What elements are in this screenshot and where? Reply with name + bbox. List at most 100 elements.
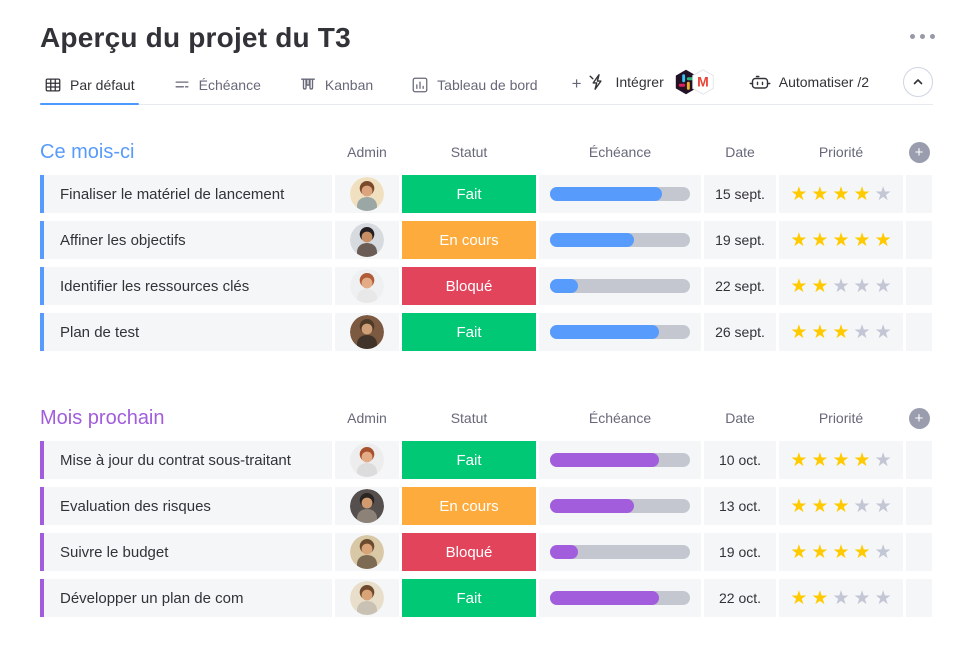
group-title[interactable]: Ce mois-ci xyxy=(40,140,135,163)
due-cell[interactable] xyxy=(539,267,701,305)
star-icon[interactable]: ★ xyxy=(832,541,850,563)
column-header-status[interactable]: Statut xyxy=(450,144,488,160)
star-icon[interactable]: ★ xyxy=(790,495,808,517)
admin-cell[interactable] xyxy=(335,441,399,479)
priority-cell[interactable]: ★ ★ ★ ★ ★ xyxy=(779,221,903,259)
admin-cell[interactable] xyxy=(335,313,399,351)
date-cell[interactable]: 19 sept. xyxy=(704,221,776,259)
star-icon[interactable]: ★ xyxy=(874,275,892,297)
group-title[interactable]: Mois prochain xyxy=(40,406,165,429)
integrate-button[interactable]: Intégrer M xyxy=(587,69,714,95)
task-name-cell[interactable]: Identifier les ressources clés xyxy=(40,267,332,305)
task-name-cell[interactable]: Finaliser le matériel de lancement xyxy=(40,175,332,213)
star-icon[interactable]: ★ xyxy=(811,275,829,297)
empty-cell[interactable] xyxy=(906,175,932,213)
tab-kanban[interactable]: Kanban xyxy=(295,76,377,104)
column-header-date[interactable]: Date xyxy=(725,410,755,426)
empty-cell[interactable] xyxy=(906,267,932,305)
column-header-admin[interactable]: Admin xyxy=(347,144,387,160)
add-column-button plus-icon[interactable]: + xyxy=(908,407,930,429)
due-cell[interactable] xyxy=(539,441,701,479)
admin-cell[interactable] xyxy=(335,267,399,305)
due-cell[interactable] xyxy=(539,533,701,571)
star-icon[interactable]: ★ xyxy=(853,541,871,563)
star-icon[interactable]: ★ xyxy=(811,587,829,609)
column-header-status[interactable]: Statut xyxy=(450,410,488,426)
star-icon[interactable]: ★ xyxy=(853,229,871,251)
priority-cell[interactable]: ★ ★ ★ ★ ★ xyxy=(779,441,903,479)
tab-echeance[interactable]: Échéance xyxy=(169,76,265,104)
star-icon[interactable]: ★ xyxy=(790,541,808,563)
star-icon[interactable]: ★ xyxy=(853,449,871,471)
task-name-cell[interactable]: Développer un plan de com xyxy=(40,579,332,617)
column-header-priority[interactable]: Priorité xyxy=(818,144,864,160)
status-badge[interactable]: Bloqué xyxy=(402,533,536,571)
more-menu-button[interactable] xyxy=(910,22,935,39)
tab-par-defaut[interactable]: Par défaut xyxy=(40,76,139,105)
automate-button[interactable]: Automatiser /2 xyxy=(749,72,869,92)
date-cell[interactable]: 10 oct. xyxy=(704,441,776,479)
empty-cell[interactable] xyxy=(906,313,932,351)
date-cell[interactable]: 26 sept. xyxy=(704,313,776,351)
star-icon[interactable]: ★ xyxy=(874,229,892,251)
due-cell[interactable] xyxy=(539,221,701,259)
due-cell[interactable] xyxy=(539,313,701,351)
collapse-button[interactable] xyxy=(903,67,933,97)
star-icon[interactable]: ★ xyxy=(874,449,892,471)
date-cell[interactable]: 22 sept. xyxy=(704,267,776,305)
task-name-cell[interactable]: Suivre le budget xyxy=(40,533,332,571)
star-icon[interactable]: ★ xyxy=(853,495,871,517)
task-name-cell[interactable]: Plan de test xyxy=(40,313,332,351)
priority-cell[interactable]: ★ ★ ★ ★ ★ xyxy=(779,533,903,571)
star-icon[interactable]: ★ xyxy=(853,275,871,297)
status-badge[interactable]: En cours xyxy=(402,487,536,525)
status-badge[interactable]: Bloqué xyxy=(402,267,536,305)
date-cell[interactable]: 22 oct. xyxy=(704,579,776,617)
priority-cell[interactable]: ★ ★ ★ ★ ★ xyxy=(779,175,903,213)
star-icon[interactable]: ★ xyxy=(874,495,892,517)
star-icon[interactable]: ★ xyxy=(874,183,892,205)
star-icon[interactable]: ★ xyxy=(790,449,808,471)
star-icon[interactable]: ★ xyxy=(832,495,850,517)
star-icon[interactable]: ★ xyxy=(790,275,808,297)
star-icon[interactable]: ★ xyxy=(790,229,808,251)
admin-cell[interactable] xyxy=(335,221,399,259)
star-icon[interactable]: ★ xyxy=(790,183,808,205)
column-header-due[interactable]: Échéance xyxy=(588,144,652,160)
star-icon[interactable]: ★ xyxy=(874,587,892,609)
star-icon[interactable]: ★ xyxy=(853,587,871,609)
star-icon[interactable]: ★ xyxy=(874,321,892,343)
star-icon[interactable]: ★ xyxy=(811,183,829,205)
admin-cell[interactable] xyxy=(335,579,399,617)
due-cell[interactable] xyxy=(539,175,701,213)
column-header-due[interactable]: Échéance xyxy=(588,410,652,426)
empty-cell[interactable] xyxy=(906,221,932,259)
status-badge[interactable]: Fait xyxy=(402,579,536,617)
star-icon[interactable]: ★ xyxy=(811,541,829,563)
star-icon[interactable]: ★ xyxy=(811,229,829,251)
empty-cell[interactable] xyxy=(906,579,932,617)
task-name-cell[interactable]: Affiner les objectifs xyxy=(40,221,332,259)
status-badge[interactable]: Fait xyxy=(402,313,536,351)
star-icon[interactable]: ★ xyxy=(832,321,850,343)
empty-cell[interactable] xyxy=(906,487,932,525)
star-icon[interactable]: ★ xyxy=(832,449,850,471)
empty-cell[interactable] xyxy=(906,441,932,479)
status-badge[interactable]: Fait xyxy=(402,175,536,213)
date-cell[interactable]: 19 oct. xyxy=(704,533,776,571)
add-column-button plus-icon[interactable]: + xyxy=(908,141,930,163)
star-icon[interactable]: ★ xyxy=(853,183,871,205)
priority-cell[interactable]: ★ ★ ★ ★ ★ xyxy=(779,487,903,525)
add-view-button[interactable]: + xyxy=(571,74,582,93)
date-cell[interactable]: 13 oct. xyxy=(704,487,776,525)
star-icon[interactable]: ★ xyxy=(790,321,808,343)
star-icon[interactable]: ★ xyxy=(832,587,850,609)
status-badge[interactable]: Fait xyxy=(402,441,536,479)
empty-cell[interactable] xyxy=(906,533,932,571)
priority-cell[interactable]: ★ ★ ★ ★ ★ xyxy=(779,579,903,617)
admin-cell[interactable] xyxy=(335,175,399,213)
task-name-cell[interactable]: Mise à jour du contrat sous-traitant xyxy=(40,441,332,479)
priority-cell[interactable]: ★ ★ ★ ★ ★ xyxy=(779,267,903,305)
star-icon[interactable]: ★ xyxy=(874,541,892,563)
star-icon[interactable]: ★ xyxy=(832,229,850,251)
